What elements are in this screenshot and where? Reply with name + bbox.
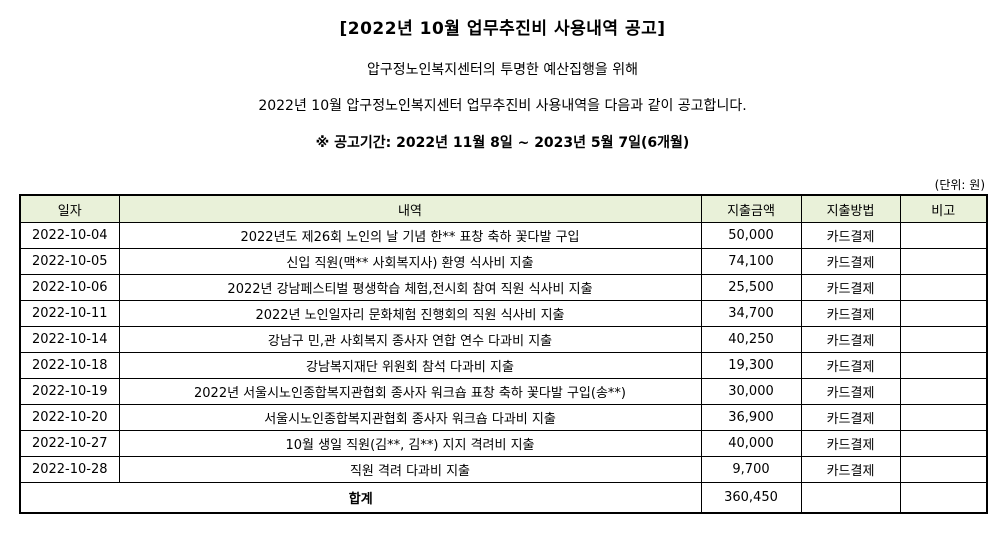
intro-line-1: 압구정노인복지센터의 투명한 예산집행을 위해	[367, 62, 638, 78]
cell-amount: 40,250	[700, 326, 802, 353]
cell-date: 2022-10-06	[19, 274, 120, 301]
cell-method: 카드결제	[800, 326, 901, 353]
table-row: 2022-10-04 2022년도 제26회 노인의 날 기념 한** 표창 축하…	[19, 222, 988, 249]
cell-amount: 50,000	[700, 222, 802, 249]
cell-note	[899, 248, 988, 275]
cell-desc: 직원 격려 다과비 지출	[118, 456, 702, 483]
expense-table: 일자 내역 지출금액 지출방법 비고 2022-10-04 2022년도 제26회…	[19, 194, 988, 514]
cell-amount: 34,700	[700, 300, 802, 327]
table-row: 2022-10-27 10월 생일 직원(김**, 김**) 지지 격려비 지출 4…	[19, 430, 988, 457]
cell-amount: 25,500	[700, 274, 802, 301]
cell-note	[899, 326, 988, 353]
header-date: 일자	[19, 194, 120, 223]
cell-note	[899, 404, 988, 431]
table-row: 2022-10-05 신입 직원(맥** 사회복지사) 환영 식사비 지출 74,1…	[19, 248, 988, 275]
cell-method: 카드결제	[800, 222, 901, 249]
cell-method: 카드결제	[800, 378, 901, 405]
table-row: 2022-10-18 강남복지재단 위원회 참석 다과비 지출 19,300 카드결제	[19, 352, 988, 379]
cell-date: 2022-10-20	[19, 404, 120, 431]
intro-line-2: 2022년 10월 압구정노인복지센터 업무추진비 사용내역을 다음과 같이 공…	[258, 98, 747, 114]
total-note	[899, 482, 988, 514]
cell-method: 카드결제	[800, 300, 901, 327]
cell-desc: 2022년 노인일자리 문화체험 진행회의 직원 식사비 지출	[118, 300, 702, 327]
cell-date: 2022-10-18	[19, 352, 120, 379]
unit-label: (단위: 원)	[934, 178, 985, 192]
table-row: 2022-10-19 2022년 서울시노인종합복지관협회 종사자 워크숍 표창 …	[19, 378, 988, 405]
cell-desc: 2022년 서울시노인종합복지관협회 종사자 워크숍 표창 축하 꽃다발 구입(…	[118, 378, 702, 405]
cell-note	[899, 300, 988, 327]
cell-method: 카드결제	[800, 352, 901, 379]
table-row: 2022-10-28 직원 격려 다과비 지출 9,700 카드결제	[19, 456, 988, 483]
cell-method: 카드결제	[800, 404, 901, 431]
cell-note	[899, 378, 988, 405]
cell-desc: 서울시노인종합복지관협회 종사자 워크숍 다과비 지출	[118, 404, 702, 431]
cell-note	[899, 274, 988, 301]
cell-date: 2022-10-14	[19, 326, 120, 353]
cell-note	[899, 352, 988, 379]
header-method: 지출방법	[800, 194, 901, 223]
header-desc: 내역	[118, 194, 702, 223]
cell-date: 2022-10-19	[19, 378, 120, 405]
cell-note	[899, 456, 988, 483]
cell-method: 카드결제	[800, 274, 901, 301]
cell-method: 카드결제	[800, 248, 901, 275]
table-row: 2022-10-06 2022년 강남페스티벌 평생학습 체험,전시회 참여 직원…	[19, 274, 988, 301]
cell-desc: 강남구 민,관 사회복지 종사자 연합 연수 다과비 지출	[118, 326, 702, 353]
cell-date: 2022-10-04	[19, 222, 120, 249]
cell-amount: 19,300	[700, 352, 802, 379]
cell-method: 카드결제	[800, 430, 901, 457]
total-row: 합계 360,450	[19, 482, 988, 514]
cell-date: 2022-10-05	[19, 248, 120, 275]
cell-date: 2022-10-11	[19, 300, 120, 327]
table-row: 2022-10-11 2022년 노인일자리 문화체험 진행회의 직원 식사비 지…	[19, 300, 988, 327]
cell-date: 2022-10-27	[19, 430, 120, 457]
cell-desc: 2022년 강남페스티벌 평생학습 체험,전시회 참여 직원 식사비 지출	[118, 274, 702, 301]
cell-amount: 74,100	[700, 248, 802, 275]
cell-amount: 9,700	[700, 456, 802, 483]
cell-desc: 신입 직원(맥** 사회복지사) 환영 식사비 지출	[118, 248, 702, 275]
cell-amount: 36,900	[700, 404, 802, 431]
header-amount: 지출금액	[700, 194, 802, 223]
table-row: 2022-10-14 강남구 민,관 사회복지 종사자 연합 연수 다과비 지출 4…	[19, 326, 988, 353]
table-row: 2022-10-20 서울시노인종합복지관협회 종사자 워크숍 다과비 지출 36,…	[19, 404, 988, 431]
cell-amount: 30,000	[700, 378, 802, 405]
total-label: 합계	[19, 482, 702, 514]
cell-desc: 10월 생일 직원(김**, 김**) 지지 격려비 지출	[118, 430, 702, 457]
cell-note	[899, 430, 988, 457]
header-note: 비고	[899, 194, 988, 223]
total-method	[800, 482, 901, 514]
page-title: [2022년 10월 업무추진비 사용내역 공고]	[339, 19, 666, 39]
cell-desc: 강남복지재단 위원회 참석 다과비 지출	[118, 352, 702, 379]
cell-desc: 2022년도 제26회 노인의 날 기념 한** 표창 축하 꽃다발 구입	[118, 222, 702, 249]
total-amount: 360,450	[700, 482, 802, 514]
cell-amount: 40,000	[700, 430, 802, 457]
cell-date: 2022-10-28	[19, 456, 120, 483]
cell-method: 카드결제	[800, 456, 901, 483]
table-header-row: 일자 내역 지출금액 지출방법 비고	[19, 194, 988, 223]
notice-period: ※ 공고기간: 2022년 11월 8일 ~ 2023년 5월 7일(6개월)	[315, 135, 690, 151]
cell-note	[899, 222, 988, 249]
